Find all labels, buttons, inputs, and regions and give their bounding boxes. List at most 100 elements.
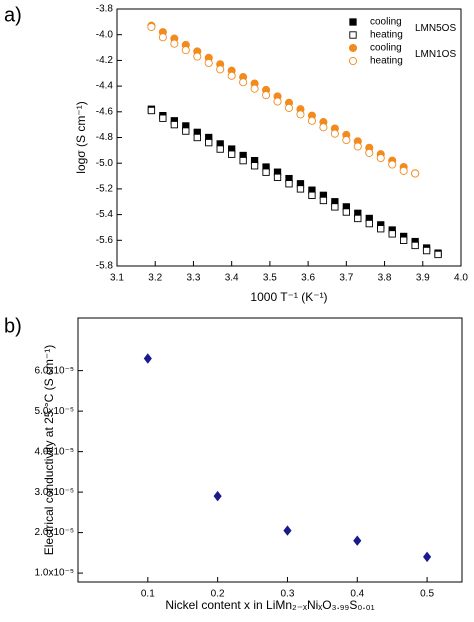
panel-label: a) <box>4 4 22 26</box>
marker <box>250 84 259 93</box>
x-tick-label: 3.8 <box>378 273 392 284</box>
x-tick-label: 3.2 <box>148 273 162 284</box>
y-tick-label: 5.0x10⁻⁵ <box>35 406 74 417</box>
legend-swatch <box>348 43 358 53</box>
marker <box>296 185 305 193</box>
marker <box>388 160 397 169</box>
marker <box>353 142 362 151</box>
y-axis-label: Electrical conductivity at 25 °C (S cm⁻¹… <box>42 345 56 556</box>
legend-label: heating <box>370 30 403 41</box>
marker <box>182 127 190 135</box>
y-tick-label: -5.8 <box>96 261 114 272</box>
marker <box>205 138 213 147</box>
x-tick-label: 4.0 <box>454 273 468 284</box>
marker <box>308 191 316 199</box>
marker <box>422 246 431 255</box>
x-tick-label: 3.4 <box>225 273 239 284</box>
x-tick-label: 0.5 <box>420 589 434 600</box>
marker <box>399 166 408 175</box>
marker <box>423 551 432 563</box>
marker <box>377 225 385 233</box>
y-tick-label: 6.0x10⁻⁵ <box>35 365 74 376</box>
marker <box>296 110 305 119</box>
marker <box>307 116 316 125</box>
marker <box>365 148 374 157</box>
marker <box>411 241 419 250</box>
plot-frame <box>116 8 462 267</box>
marker <box>388 230 396 238</box>
marker <box>365 219 373 228</box>
plot-frame <box>77 317 463 583</box>
marker <box>273 173 282 181</box>
marker <box>411 169 420 178</box>
marker <box>193 133 201 142</box>
x-tick-label: 0.3 <box>281 589 295 600</box>
marker <box>273 97 282 106</box>
x-tick-label: 3.7 <box>339 273 353 284</box>
marker <box>342 208 350 216</box>
marker <box>262 168 270 176</box>
y-tick-label: -4.6 <box>96 106 114 117</box>
x-tick-label: 0.4 <box>350 589 364 600</box>
marker <box>284 103 294 112</box>
x-tick-label: 3.9 <box>416 273 430 284</box>
y-tick-label: 3.0x10⁻⁵ <box>35 487 74 498</box>
marker <box>330 129 339 138</box>
marker <box>262 91 271 100</box>
y-axis-label: logσ (S cm⁻¹) <box>74 101 88 173</box>
y-tick-label: -4.8 <box>96 132 114 143</box>
marker <box>147 106 156 115</box>
y-tick-label: -5.4 <box>96 209 114 220</box>
marker <box>400 236 408 244</box>
y-tick-label: -4.4 <box>96 81 114 92</box>
y-tick-label: -4.2 <box>96 55 114 66</box>
x-axis-label: Nickel content x in LiMn₂₋ₓNiₓO₃.₉₉S₀.₀₁ <box>165 598 374 612</box>
legend-label: cooling <box>370 43 402 54</box>
y-tick-label: -3.8 <box>96 4 114 15</box>
marker <box>227 71 236 80</box>
marker <box>204 58 213 68</box>
y-tick-label: -5.6 <box>96 235 114 246</box>
marker <box>193 52 202 61</box>
legend-group-label: LMN5OS <box>415 23 456 34</box>
marker <box>331 203 339 211</box>
marker <box>147 22 156 32</box>
marker <box>170 39 179 48</box>
legend-label: cooling <box>370 17 402 28</box>
y-tick-label: 4.0x10⁻⁵ <box>35 446 74 457</box>
marker <box>319 196 328 205</box>
y-tick-label: 2.0x10⁻⁵ <box>35 527 74 538</box>
y-tick-label: 1.0x10⁻⁵ <box>35 568 74 579</box>
marker <box>228 150 236 158</box>
x-tick-label: 3.5 <box>263 273 277 284</box>
legend-swatch <box>349 18 357 26</box>
marker <box>319 123 328 132</box>
legend-swatch <box>348 56 358 66</box>
marker <box>239 156 247 165</box>
legend-label: heating <box>370 56 403 67</box>
marker <box>353 535 362 546</box>
x-axis-label: 1000 T⁻¹ (K⁻¹) <box>250 290 327 304</box>
marker <box>170 120 178 129</box>
x-tick-label: 0.1 <box>141 589 155 600</box>
x-tick-label: 3.3 <box>186 273 200 284</box>
legend-swatch <box>349 31 357 39</box>
marker <box>158 33 167 42</box>
legend-group-label: LMN1OS <box>415 49 456 60</box>
x-tick-label: 3.1 <box>110 273 124 284</box>
x-tick-label: 0.2 <box>211 589 225 600</box>
marker <box>376 154 385 163</box>
marker <box>216 65 225 74</box>
marker <box>250 162 259 170</box>
marker <box>354 214 362 223</box>
x-tick-label: 3.6 <box>301 273 315 284</box>
marker <box>285 180 293 188</box>
y-tick-label: -5.2 <box>96 184 114 195</box>
marker <box>434 250 442 259</box>
marker <box>213 490 222 502</box>
marker <box>239 78 248 87</box>
marker <box>181 46 190 55</box>
marker <box>283 525 292 536</box>
y-tick-label: -4.0 <box>96 29 114 40</box>
